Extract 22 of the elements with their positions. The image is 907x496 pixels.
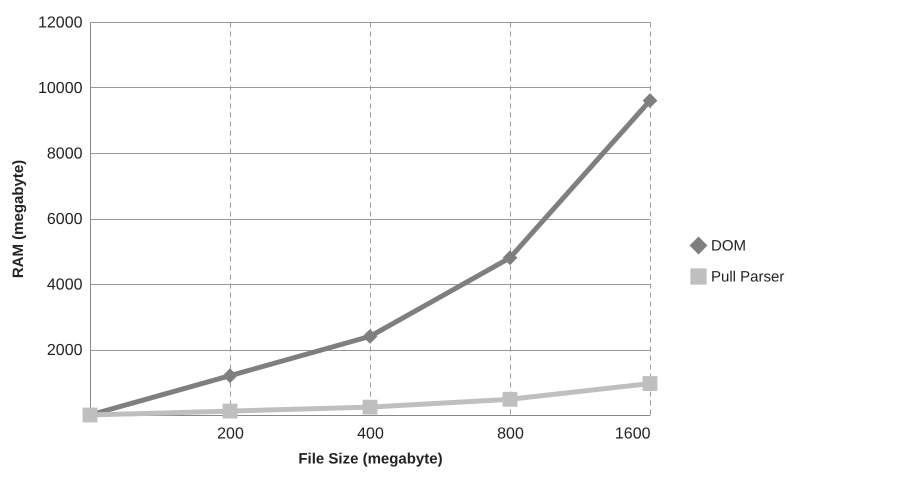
x-tick-label: 200 xyxy=(217,426,244,442)
y-tick-label: 8000 xyxy=(46,146,83,162)
point xyxy=(642,93,658,108)
y-axis-title: RAM (megabyte) xyxy=(10,160,28,278)
y-tick-label: 6000 xyxy=(46,211,83,228)
x-tick-label: 1600 xyxy=(614,426,651,442)
point xyxy=(222,368,238,384)
x-tick-label: 800 xyxy=(497,426,524,442)
point xyxy=(642,376,658,391)
y-tick-label: 2000 xyxy=(46,342,83,359)
x-axis-title: File Size (megabyte) xyxy=(298,450,443,468)
point xyxy=(222,404,238,418)
point xyxy=(362,328,378,344)
legend-label: Pull Parser xyxy=(711,268,784,286)
point xyxy=(362,400,378,415)
y-tick-label: 12000 xyxy=(38,14,83,32)
legend-label: DOM xyxy=(711,238,746,254)
y-tick-label: 10000 xyxy=(38,80,83,97)
point xyxy=(502,250,518,266)
point xyxy=(502,392,518,407)
x-tick-label: 400 xyxy=(357,426,384,442)
y-tick-label: 4000 xyxy=(46,276,83,294)
